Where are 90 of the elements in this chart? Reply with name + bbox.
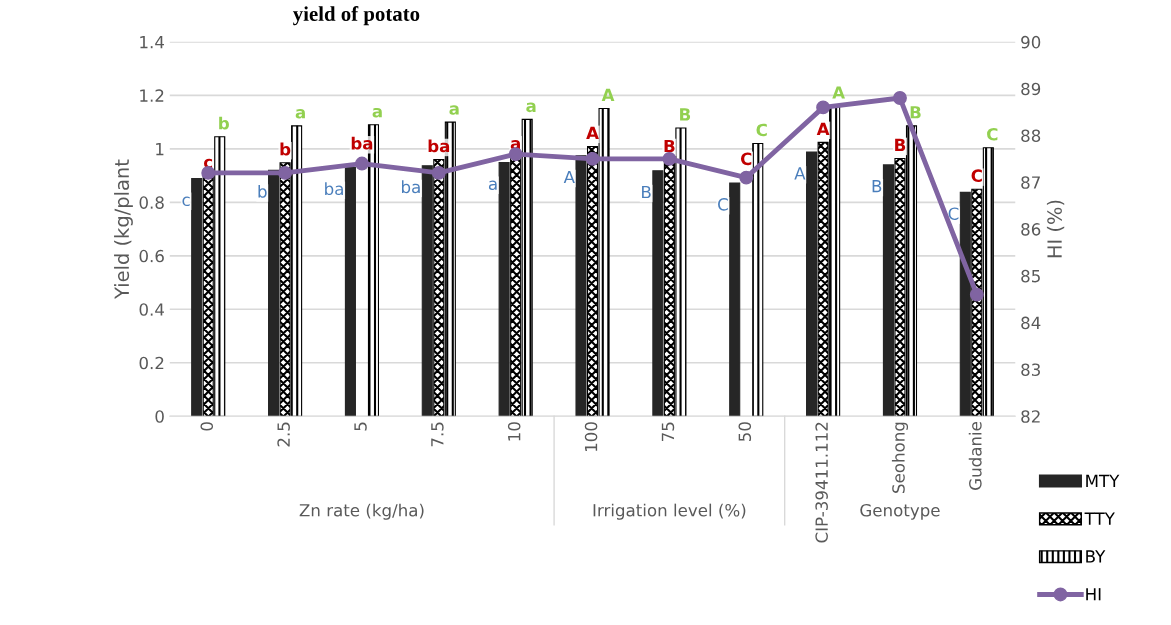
- data-label: C: [948, 207, 959, 220]
- data-label: a: [295, 109, 305, 119]
- data-label: b: [258, 184, 267, 198]
- bar: [191, 177, 203, 417]
- legend-label: BY: [1086, 550, 1106, 563]
- x-tick-label: 0: [200, 422, 214, 431]
- y-tick-label: 0.8: [139, 196, 164, 209]
- x-tick-label: 7.5: [431, 422, 444, 447]
- data-label: b: [280, 142, 291, 156]
- y-tick-label: 0: [155, 410, 164, 423]
- data-label: B: [895, 138, 906, 151]
- data-label: B: [664, 139, 675, 153]
- data-label: ba: [402, 180, 420, 194]
- data-label: ba: [325, 182, 343, 196]
- data-label: A: [563, 170, 575, 184]
- y-tick-label: 1.2: [140, 89, 164, 102]
- data-label: C: [756, 123, 767, 137]
- y2-tick-label: 84: [1021, 316, 1041, 330]
- x-tick-label: 5: [354, 422, 367, 431]
- legend-label: HI: [1086, 588, 1101, 601]
- point: [355, 156, 369, 171]
- point: [969, 287, 984, 302]
- y2-tick-label: 90: [1021, 35, 1041, 49]
- data-label: A: [816, 122, 830, 135]
- data-label: C: [718, 198, 728, 211]
- y-tick-label: 1: [156, 143, 164, 156]
- bar: [498, 161, 510, 417]
- x-tick-label: CIP-39411.112: [815, 422, 828, 543]
- y2-tick-label: 89: [1021, 82, 1041, 96]
- text: Zn rate (kg/ha): [299, 503, 424, 520]
- y2-tick-label: 85: [1021, 269, 1040, 283]
- bar: [752, 142, 764, 417]
- y2-tick-label: 82: [1021, 410, 1040, 423]
- bar: [652, 170, 664, 417]
- x-tick-label: 75: [661, 422, 675, 441]
- point: [893, 91, 907, 105]
- x-tick-label: 10: [507, 422, 521, 441]
- data-label: a: [372, 107, 382, 118]
- y-axis-title: Yield (kg/plant: [114, 159, 133, 300]
- y2-tick-label: 87: [1021, 176, 1040, 189]
- y-tick-label: 0.6: [139, 249, 164, 263]
- data-label: A: [586, 126, 599, 139]
- data-label: A: [601, 88, 615, 101]
- y-tick-label: 0.2: [139, 356, 164, 370]
- data-label: A: [794, 167, 806, 180]
- y2-tick-label: 83: [1021, 363, 1040, 377]
- data-label: a: [526, 102, 536, 113]
- chart-title: yield of potato: [292, 6, 420, 26]
- text: Irrigation level (%): [593, 503, 746, 520]
- point: [739, 170, 754, 185]
- y-tick-label: 0.4: [139, 303, 164, 316]
- text: C: [740, 152, 752, 166]
- data-label: ba: [428, 139, 450, 153]
- x-tick-label: Gudanie: [968, 422, 982, 490]
- data-label: c: [182, 196, 190, 207]
- data-label: C: [987, 127, 998, 141]
- x-tick-label: 50: [738, 422, 752, 442]
- data-label: B: [642, 185, 651, 199]
- legend-label: MTY: [1086, 474, 1120, 487]
- y2-tick-label: 88: [1021, 129, 1041, 143]
- bar: [882, 164, 894, 417]
- data-label: B: [910, 106, 921, 119]
- point: [508, 147, 523, 162]
- bar: [575, 155, 587, 417]
- point: [278, 165, 293, 180]
- text: Genotype: [860, 503, 940, 520]
- data-label: C: [971, 169, 982, 182]
- text: ba: [351, 136, 373, 150]
- bar: [421, 165, 433, 417]
- x-tick-label: Seohong: [891, 422, 909, 493]
- data-label: B: [680, 108, 691, 121]
- legend-label: TTY: [1084, 512, 1115, 525]
- bar: [344, 167, 356, 417]
- data-label: b: [219, 116, 229, 130]
- bar: [729, 182, 741, 417]
- data-label: a: [488, 180, 497, 191]
- x-tick-label: 100: [584, 422, 598, 452]
- y2-axis-title: HI (%): [1046, 200, 1065, 258]
- data-label: A: [832, 86, 845, 99]
- y-tick-label: 1.4: [140, 36, 164, 49]
- point: [585, 151, 600, 166]
- bar: [806, 151, 818, 417]
- bar: [959, 191, 971, 417]
- x-tick-label: 2.5: [277, 422, 290, 447]
- data-label: B: [872, 180, 882, 193]
- point: [662, 151, 677, 166]
- point: [431, 165, 446, 180]
- point: [816, 100, 831, 115]
- data-label: a: [449, 105, 459, 115]
- y2-tick-label: 86: [1021, 223, 1041, 236]
